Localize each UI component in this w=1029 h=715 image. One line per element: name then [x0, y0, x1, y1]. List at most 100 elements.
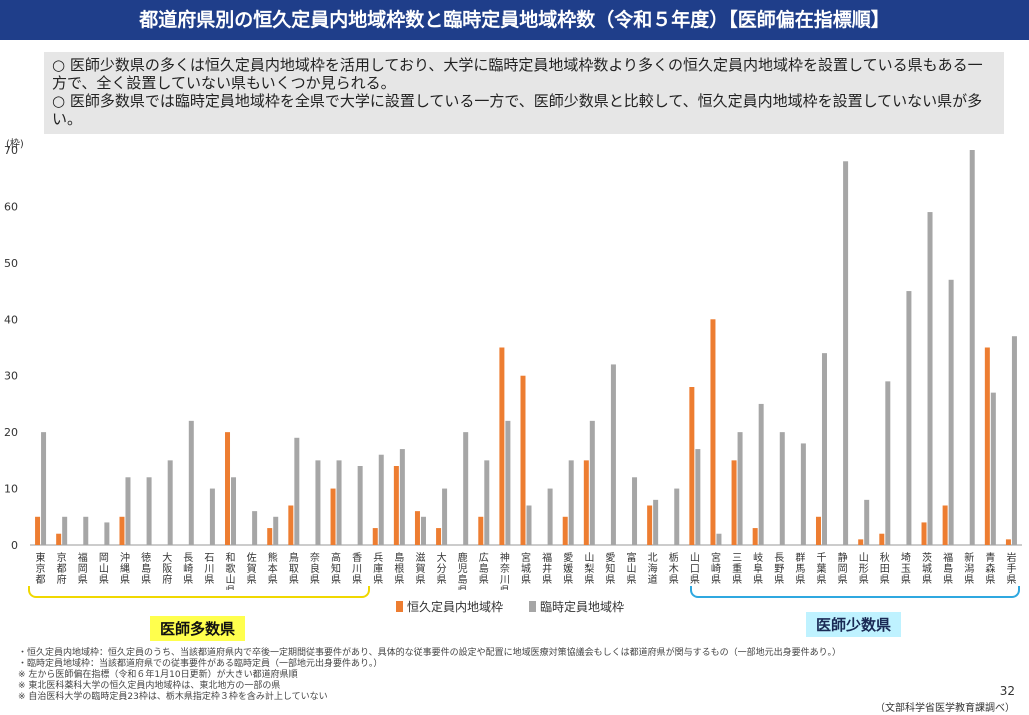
bar-temporary [632, 477, 638, 545]
category-label: 兵庫県 [373, 551, 383, 586]
y-tick-label: 0 [11, 539, 18, 552]
category-label: 栃木県 [669, 551, 679, 586]
bar-temporary [948, 279, 954, 545]
category-label: 宮崎県 [711, 551, 721, 586]
bar-temporary [378, 454, 384, 545]
bar-temporary [610, 364, 616, 545]
category-label: 奈良県 [310, 551, 320, 586]
category-label: 新潟県 [964, 551, 974, 586]
bar-temporary [779, 432, 785, 545]
chart-legend: 恒久定員内地域枠 臨時定員地域枠 [396, 598, 624, 615]
group-label-many: 医師多数県 [150, 616, 246, 641]
bar-permanent [858, 539, 864, 545]
category-label: 岡山県 [99, 552, 109, 586]
category-label: 神奈川県 [500, 551, 510, 590]
y-tick-label: 30 [4, 370, 18, 383]
bar-temporary [399, 449, 405, 545]
bar-temporary [209, 488, 215, 545]
bar-temporary [442, 488, 448, 545]
category-label: 青森県 [985, 551, 995, 586]
bar-temporary [463, 432, 469, 545]
category-label: 京都府 [57, 551, 67, 586]
bar-temporary [864, 499, 870, 545]
footnote: ※ 自治医科大学の臨時定員23枠は、栃木県指定枠３枠を含み計上していない [18, 692, 328, 702]
bar-permanent [119, 516, 125, 545]
bar-temporary [294, 437, 300, 545]
bar-temporary [885, 381, 891, 545]
bar-temporary [336, 460, 342, 545]
bar-temporary [737, 432, 743, 545]
bar-temporary [315, 460, 321, 545]
bar-temporary [906, 291, 912, 545]
bar-temporary [252, 511, 258, 545]
y-tick-label: 40 [4, 313, 18, 326]
group-label-few: 医師少数県 [806, 612, 902, 637]
bar-temporary [505, 420, 511, 545]
category-label: 埼玉県 [901, 551, 911, 586]
bar-temporary [357, 466, 363, 545]
category-label: 山梨県 [584, 552, 594, 586]
category-label: 熊本県 [268, 551, 278, 586]
category-label: 和歌山県 [226, 552, 236, 590]
bar-temporary [188, 420, 194, 545]
category-label: 岩手県 [1006, 551, 1016, 586]
legend-swatch-permanent [396, 601, 403, 612]
bar-permanent [731, 460, 737, 545]
bar-temporary [83, 516, 89, 545]
category-label: 岐阜県 [753, 551, 763, 586]
y-tick-label: 60 [4, 200, 18, 213]
category-label: 沖縄県 [120, 551, 130, 586]
legend-label-temporary: 臨時定員地域枠 [540, 600, 625, 614]
category-label: 島根県 [394, 551, 404, 586]
bar-permanent [562, 516, 568, 545]
footnote: ・臨時定員地域枠：当該都道府県での従事要件がある臨時定員（一部地元出身要件あり。… [18, 659, 383, 669]
bar-permanent [414, 511, 420, 545]
bar-permanent [330, 488, 336, 545]
category-label: 茨城県 [922, 551, 932, 586]
bar-permanent [520, 375, 526, 545]
category-label: 徳島県 [141, 551, 151, 586]
bar-permanent [647, 505, 653, 545]
category-label: 石川県 [204, 553, 214, 586]
many-group-bracket [28, 586, 370, 598]
bar-permanent [436, 528, 442, 545]
y-tick-label: 50 [4, 257, 18, 270]
category-label: 福岡県 [78, 551, 88, 586]
y-tick-label: 10 [4, 483, 18, 496]
bar-permanent [815, 516, 821, 545]
footnotes: ・恒久定員内地域枠：恒久定員のうち、当該都道府県内で卒後一定期間従事要件があり、… [18, 648, 978, 703]
footnote: ※ 東北医科薬科大学の恒久定員内地域枠は、東北地方の一部の県 [18, 681, 281, 691]
bar-temporary [821, 353, 827, 545]
legend-item-temporary: 臨時定員地域枠 [529, 598, 624, 615]
category-label: 香川県 [352, 552, 362, 586]
bar-permanent [499, 347, 505, 545]
bar-permanent [752, 528, 758, 545]
category-label: 高知県 [331, 551, 341, 586]
bar-permanent [478, 516, 484, 545]
bar-temporary [927, 212, 933, 546]
category-label: 広島県 [479, 551, 489, 586]
category-label: 滋賀県 [415, 551, 425, 586]
category-label: 愛媛県 [563, 551, 573, 586]
category-label: 佐賀県 [247, 552, 257, 586]
bar-permanent [583, 460, 589, 545]
bar-permanent [921, 522, 927, 545]
bar-permanent [267, 528, 273, 545]
legend-item-permanent: 恒久定員内地域枠 [396, 598, 503, 615]
source-note: （文部科学省医学教育課調べ） [875, 703, 1015, 714]
category-label: 富山県 [627, 551, 637, 586]
bar-permanent [372, 528, 378, 545]
bar-permanent [35, 516, 41, 545]
bar-temporary [843, 161, 849, 546]
category-label: 秋田県 [880, 551, 890, 586]
category-label: 長野県 [774, 552, 784, 586]
category-label: 三重県 [732, 553, 742, 586]
bar-permanent [879, 533, 885, 545]
bar-permanent [288, 505, 294, 545]
bar-temporary [125, 477, 131, 545]
category-label: 宮城県 [521, 551, 531, 586]
y-tick-label: 70 [4, 144, 18, 157]
bar-temporary [231, 477, 237, 545]
category-label: 東京都 [36, 551, 46, 586]
bar-temporary [547, 488, 553, 545]
